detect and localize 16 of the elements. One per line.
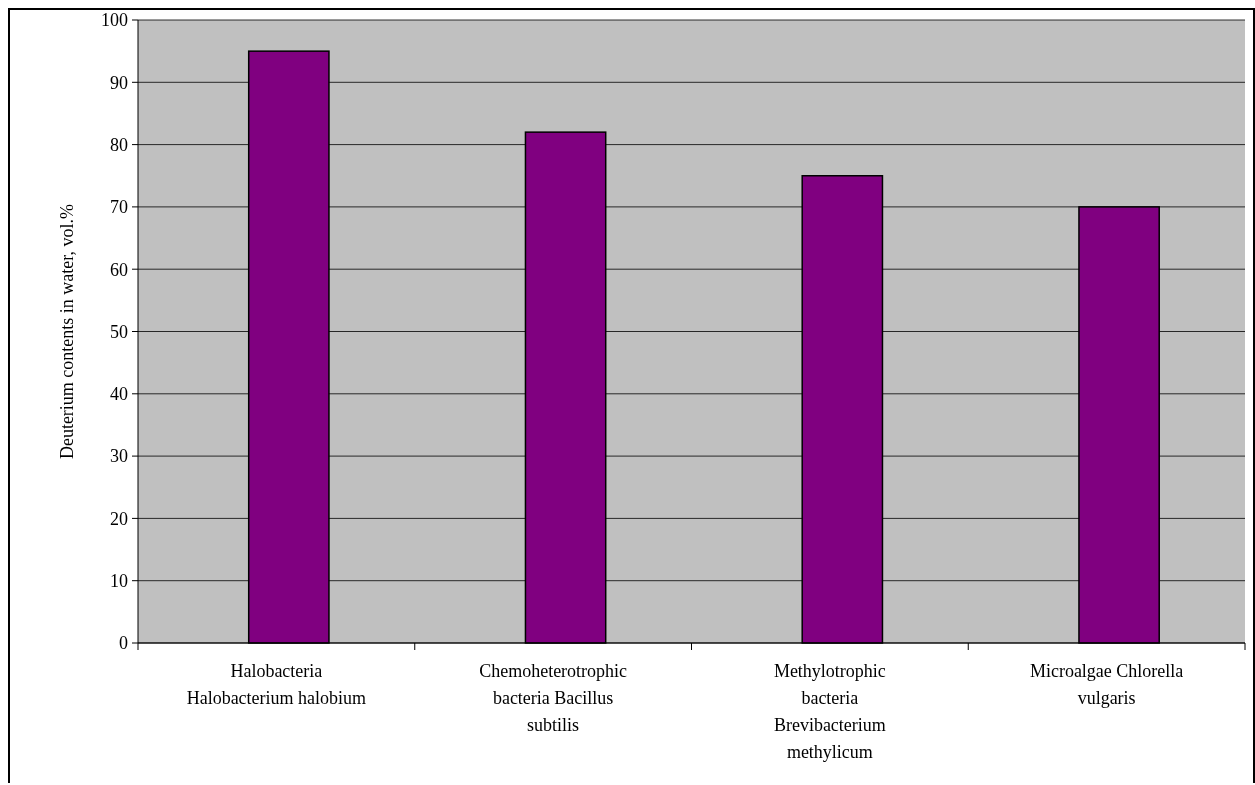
y-tick-label: 40	[110, 384, 128, 405]
y-tick-label: 0	[119, 633, 128, 654]
y-tick-label: 50	[110, 321, 128, 342]
y-tick-label: 70	[110, 197, 128, 218]
y-tick-label: 60	[110, 259, 128, 280]
x-tick-label: Chemoheterotrophic bacteria Bacillus subtilis	[479, 661, 628, 735]
y-tick-label: 100	[101, 10, 128, 31]
y-tick-label: 30	[110, 446, 128, 467]
x-tick-label: Microalgae Chlorella vulgaris	[1029, 661, 1184, 708]
y-tick-label: 10	[110, 571, 128, 591]
y-tick-label: 90	[110, 72, 128, 93]
y-axis-title: Deuterium contents in water, vol.%	[57, 203, 77, 460]
y-tick-label: 20	[110, 508, 128, 529]
x-tick-label: Halobacteria Halobacterium halobium	[186, 661, 367, 708]
y-tick-label: 80	[110, 134, 128, 155]
x-tick-label: Methylotrophic bacteria Brevibacterium methylicum	[773, 661, 886, 762]
